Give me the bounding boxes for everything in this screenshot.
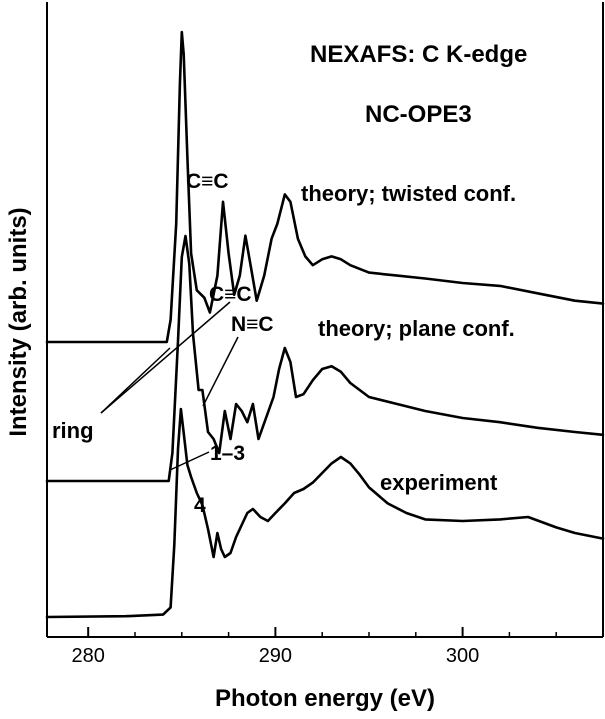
x-tick-label: 290 [259,645,292,667]
x-axis-label: Photon energy (eV) [215,685,435,712]
leader-1-3 [169,451,210,471]
y-axis-label: Intensity (arb. units) [5,207,32,436]
series-label-experiment: experiment [380,470,498,495]
leader-nc [202,336,239,407]
x-tick-label: 280 [71,645,104,667]
series-line-plane [45,234,605,483]
annotation-nc-plane: N≡C [231,313,274,336]
x-axis-tick-labels: 280 290 300 [71,645,479,667]
chart-title: NEXAFS: C K-edge [310,41,527,68]
annotation-leader-lines [100,301,239,471]
leader-ring-2 [100,301,231,414]
series-label-twisted: theory; twisted conf. [301,181,516,206]
x-axis-ticks [87,627,557,637]
chart-subtitle: NC-OPE3 [365,101,472,128]
series-layer [45,30,605,619]
x-tick-label: 300 [446,645,479,667]
annotation-4: 4 [194,494,206,517]
series-label-plane: theory; plane conf. [318,316,515,341]
annotation-ring: ring [52,418,94,443]
annotation-1-3: 1–3 [210,442,245,465]
series-line-twisted [45,30,605,344]
plot-frame [46,2,604,638]
annotation-cc-plane: C≡C [209,283,252,306]
annotation-cc-twisted: C≡C [186,170,229,193]
series-line-experiment [45,407,605,619]
